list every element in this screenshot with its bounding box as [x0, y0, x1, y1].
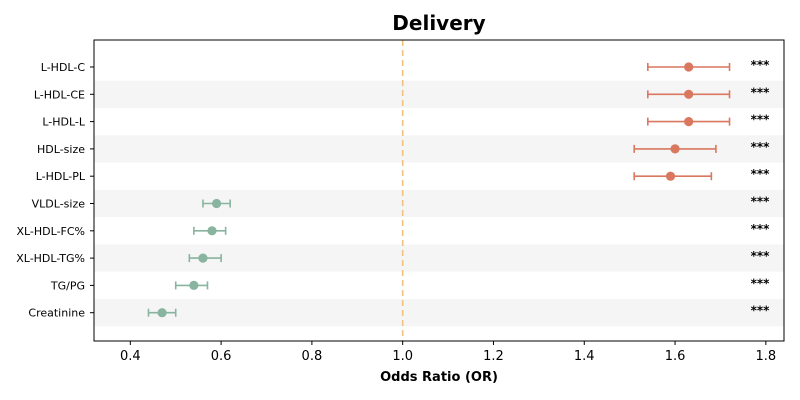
x-axis: 0.4 0.6 0.8 1.0 1.2 1.4 1.6 1.8 [120, 341, 776, 364]
x-tick-label: 0.6 [211, 349, 232, 364]
significance-label: *** [751, 304, 771, 318]
or-point [207, 226, 217, 236]
row-bands [94, 80, 784, 327]
x-tick-label: 0.4 [120, 349, 141, 364]
x-axis-title: Odds Ratio (OR) [380, 370, 498, 385]
y-tick-label: L-HDL-C [41, 61, 86, 74]
row-band [94, 299, 784, 327]
or-point [670, 144, 680, 154]
or-point [684, 89, 694, 99]
significance-labels: *** *** *** *** *** *** *** *** *** *** [751, 58, 771, 318]
plot-frame [93, 39, 785, 342]
y-tick-label: XL-HDL-FC% [16, 225, 85, 238]
y-tick-label: L-HDL-L [42, 116, 86, 129]
significance-label: *** [751, 222, 771, 236]
significance-label: *** [751, 140, 771, 154]
or-point [189, 280, 199, 290]
y-tick-label: L-HDL-PL [36, 170, 86, 183]
or-point [211, 198, 222, 209]
x-tick-label: 1.0 [392, 349, 413, 364]
y-tick-label: L-HDL-CE [34, 88, 85, 101]
or-point [157, 308, 167, 318]
significance-label: *** [751, 195, 771, 209]
data-marks [147, 62, 731, 318]
y-tick-label: VLDL-size [32, 198, 86, 211]
x-tick-label: 1.4 [574, 349, 595, 364]
significance-label: *** [751, 276, 771, 290]
or-point [665, 171, 676, 181]
y-tick-label: HDL-size [37, 143, 85, 156]
or-point [684, 62, 694, 72]
y-tick-label: XL-HDL-TG% [16, 252, 85, 265]
significance-label: *** [751, 113, 771, 127]
x-tick-label: 0.8 [302, 349, 323, 364]
y-tick-label: TG/PG [50, 279, 85, 292]
significance-label: *** [751, 167, 771, 181]
or-point [684, 117, 694, 127]
significance-label: *** [751, 249, 771, 263]
significance-label: *** [751, 85, 771, 99]
y-tick-label: Creatinine [28, 307, 85, 320]
y-axis: L-HDL-C L-HDL-CE L-HDL-L HDL-size L-HDL-PL VL… [16, 61, 94, 320]
chart-title: Delivery [392, 11, 485, 35]
significance-label: *** [751, 58, 771, 72]
x-tick-label: 1.2 [483, 349, 504, 364]
or-point [198, 253, 208, 263]
x-tick-label: 1.8 [755, 349, 776, 364]
x-tick-label: 1.6 [665, 349, 686, 364]
row-band [94, 189, 784, 218]
